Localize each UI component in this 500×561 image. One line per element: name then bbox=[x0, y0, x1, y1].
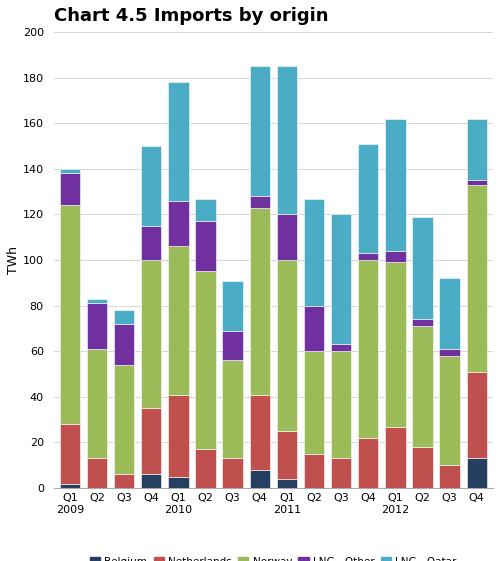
Bar bbox=[358, 253, 378, 260]
Bar bbox=[168, 246, 188, 394]
Bar bbox=[141, 260, 162, 408]
Bar bbox=[466, 185, 487, 372]
Bar bbox=[196, 199, 216, 221]
Bar bbox=[276, 66, 297, 214]
Bar bbox=[440, 465, 460, 488]
Bar bbox=[196, 272, 216, 449]
Bar bbox=[276, 479, 297, 488]
Bar bbox=[412, 447, 432, 488]
Bar bbox=[276, 431, 297, 479]
Bar bbox=[168, 201, 188, 246]
Bar bbox=[466, 372, 487, 458]
Bar bbox=[222, 360, 243, 458]
Bar bbox=[358, 260, 378, 438]
Bar bbox=[87, 299, 107, 304]
Bar bbox=[60, 424, 80, 484]
Bar bbox=[412, 326, 432, 447]
Bar bbox=[141, 226, 162, 260]
Bar bbox=[385, 426, 406, 488]
Bar bbox=[60, 484, 80, 488]
Bar bbox=[250, 470, 270, 488]
Bar bbox=[250, 394, 270, 470]
Bar bbox=[412, 319, 432, 326]
Y-axis label: TWh: TWh bbox=[7, 246, 20, 274]
Bar bbox=[222, 458, 243, 488]
Bar bbox=[304, 199, 324, 306]
Bar bbox=[168, 82, 188, 201]
Bar bbox=[196, 221, 216, 272]
Bar bbox=[196, 449, 216, 488]
Bar bbox=[114, 324, 134, 365]
Bar bbox=[304, 306, 324, 351]
Bar bbox=[331, 344, 351, 351]
Bar bbox=[168, 477, 188, 488]
Bar bbox=[87, 458, 107, 488]
Bar bbox=[304, 351, 324, 454]
Text: Chart 4.5 Imports by origin: Chart 4.5 Imports by origin bbox=[54, 7, 328, 25]
Bar bbox=[87, 349, 107, 458]
Bar bbox=[60, 169, 80, 173]
Bar bbox=[114, 475, 134, 488]
Bar bbox=[250, 196, 270, 208]
Bar bbox=[222, 331, 243, 360]
Legend: Belgium, Netherlands, Norway, LNG - Other, LNG - Qatar: Belgium, Netherlands, Norway, LNG - Othe… bbox=[86, 553, 461, 561]
Bar bbox=[331, 214, 351, 344]
Bar bbox=[114, 310, 134, 324]
Bar bbox=[440, 349, 460, 356]
Bar bbox=[222, 280, 243, 331]
Bar bbox=[331, 458, 351, 488]
Bar bbox=[114, 365, 134, 475]
Bar bbox=[276, 214, 297, 260]
Bar bbox=[466, 119, 487, 180]
Bar bbox=[141, 408, 162, 475]
Bar bbox=[412, 217, 432, 319]
Bar bbox=[168, 394, 188, 477]
Bar bbox=[331, 351, 351, 458]
Bar bbox=[358, 144, 378, 253]
Bar bbox=[141, 146, 162, 226]
Bar bbox=[276, 260, 297, 431]
Bar bbox=[440, 356, 460, 465]
Bar bbox=[358, 438, 378, 488]
Bar bbox=[385, 263, 406, 426]
Bar bbox=[385, 251, 406, 263]
Bar bbox=[304, 454, 324, 488]
Bar bbox=[466, 180, 487, 185]
Bar bbox=[440, 278, 460, 349]
Bar bbox=[250, 66, 270, 196]
Bar bbox=[60, 173, 80, 205]
Bar bbox=[466, 458, 487, 488]
Bar bbox=[385, 119, 406, 251]
Bar bbox=[87, 304, 107, 349]
Bar bbox=[250, 208, 270, 394]
Bar bbox=[141, 475, 162, 488]
Bar bbox=[60, 205, 80, 424]
